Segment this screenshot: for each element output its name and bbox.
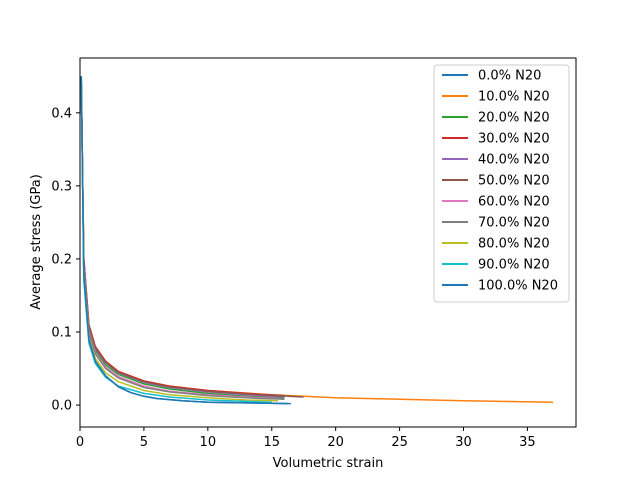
series-line-2 <box>80 83 285 399</box>
x-tick-label-1: 5 <box>140 435 148 450</box>
series-line-6 <box>80 83 279 400</box>
y-tick-label-2: 0.2 <box>51 252 72 267</box>
y-tick-label-1: 0.1 <box>51 326 72 341</box>
legend-label-4: 40.0% N20 <box>478 153 550 168</box>
x-tick-label-3: 15 <box>263 435 280 450</box>
y-tick-label-3: 0.3 <box>51 179 72 194</box>
legend-label-6: 60.0% N20 <box>478 195 550 210</box>
x-axis-label: Volumetric strain <box>273 456 384 471</box>
series-line-0 <box>80 76 291 405</box>
legend-label-3: 30.0% N20 <box>478 132 550 147</box>
legend-label-7: 70.0% N20 <box>478 216 550 231</box>
y-tick-label-0: 0.0 <box>51 399 72 414</box>
legend-label-2: 20.0% N20 <box>478 111 550 126</box>
legend-label-8: 80.0% N20 <box>478 237 550 252</box>
legend: 0.0% N20 10.0% N20 20.0% N20 30.0% N20 40.0%… <box>433 64 570 303</box>
legend-label-5: 50.0% N20 <box>478 174 550 189</box>
series-line-8 <box>80 83 279 402</box>
plot-lines <box>80 76 554 405</box>
legend-label-1: 10.0% N20 <box>478 90 550 105</box>
x-axis-ticks: 0 5 10 15 20 25 30 35 <box>76 427 536 450</box>
y-axis-label: Average stress (GPa) <box>29 174 44 310</box>
y-axis-ticks: 0.0 0.1 0.2 0.3 0.4 <box>51 106 80 414</box>
x-tick-label-4: 20 <box>327 435 344 450</box>
x-tick-label-5: 25 <box>391 435 408 450</box>
series-line-4 <box>80 83 285 398</box>
legend-label-0: 0.0% N20 <box>478 69 541 84</box>
y-tick-label-4: 0.4 <box>51 106 72 121</box>
legend-label-9: 90.0% N20 <box>478 258 550 273</box>
series-line-3 <box>80 83 285 397</box>
x-tick-label-6: 30 <box>455 435 472 450</box>
x-tick-label-7: 35 <box>519 435 536 450</box>
series-line-5 <box>80 83 304 398</box>
legend-label-10: 100.0% N20 <box>478 279 558 294</box>
series-line-10 <box>80 76 289 405</box>
series-line-7 <box>80 83 285 400</box>
series-line-9 <box>80 83 272 403</box>
plot-frame <box>79 57 577 428</box>
x-tick-label-0: 0 <box>76 435 84 450</box>
x-tick-label-2: 10 <box>200 435 217 450</box>
